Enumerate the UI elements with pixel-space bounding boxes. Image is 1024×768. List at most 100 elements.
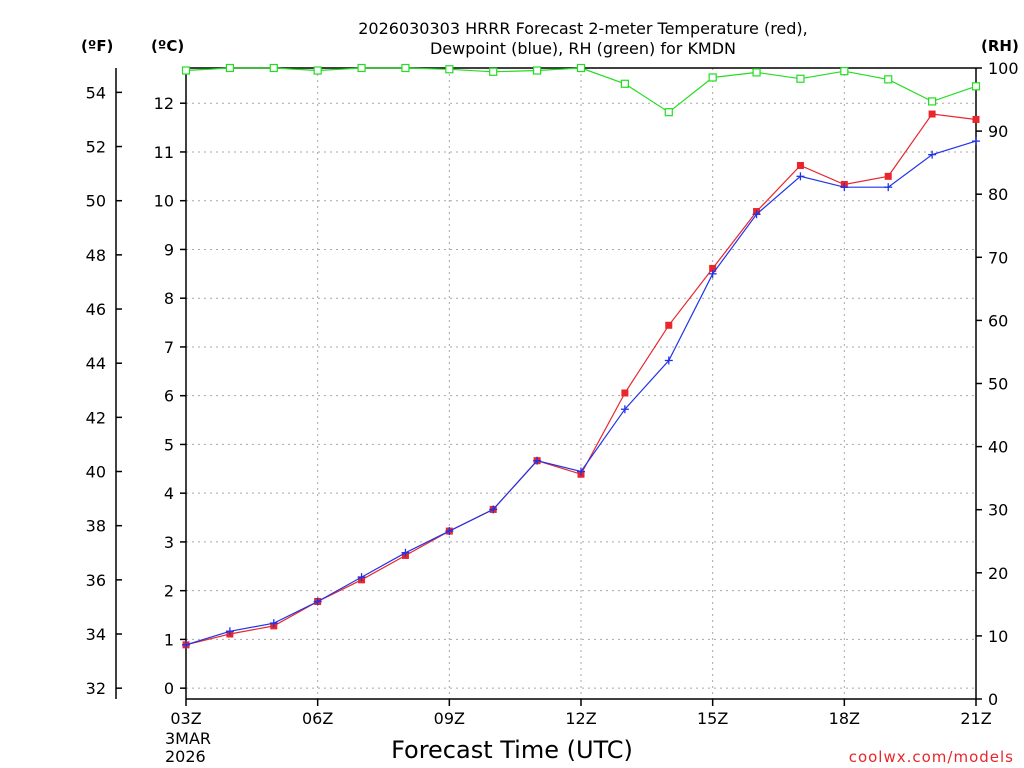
dewpoint-point <box>182 640 190 649</box>
rh-tick-label: 0 <box>988 690 998 709</box>
rh-point <box>489 67 498 76</box>
fahrenheit-tick-label: 40 <box>86 463 106 482</box>
x-tick-label: 21Z <box>960 709 991 728</box>
fahrenheit-tick-label: 42 <box>86 408 106 427</box>
dewpoint-point <box>664 356 673 365</box>
fahrenheit-tick-label: 52 <box>86 138 106 157</box>
rh-point <box>884 75 893 84</box>
unit-label-fahrenheit: (ºF) <box>81 37 113 55</box>
chart-title-line2: Dewpoint (blue), RH (green) for KMDN <box>430 39 736 58</box>
x-tick-label: 18Z <box>829 709 860 728</box>
temperature-point <box>796 161 804 169</box>
celsius-tick-label: 11 <box>154 143 174 162</box>
rh-point <box>620 79 629 88</box>
rh-point <box>181 66 191 75</box>
temperature-point <box>972 115 980 123</box>
dewpoint-point <box>752 210 761 219</box>
fahrenheit-tick-label: 46 <box>86 300 106 319</box>
rh-point <box>752 68 761 77</box>
rh-point <box>357 63 366 73</box>
dewpoint-point <box>357 573 366 582</box>
rh-tick-label: 90 <box>988 122 1008 141</box>
x-tick-label: 06Z <box>302 709 333 728</box>
rh-point <box>445 65 454 74</box>
grid-lines <box>186 68 976 699</box>
rh-tick-label: 20 <box>988 564 1008 583</box>
fahrenheit-tick-label: 36 <box>86 571 106 590</box>
temperature-line <box>185 113 977 646</box>
dewpoint-point <box>313 597 322 606</box>
rh-tick-label: 10 <box>988 627 1008 646</box>
rh-tick-label: 60 <box>988 311 1008 330</box>
rh-point <box>664 108 673 117</box>
rh-point <box>840 67 849 76</box>
dewpoint-point <box>620 405 629 414</box>
rh-point <box>708 73 717 82</box>
rh-tick-label: 40 <box>988 438 1008 457</box>
rh-point <box>796 74 805 83</box>
fahrenheit-tick-label: 32 <box>86 679 106 698</box>
fahrenheit-tick-label: 54 <box>86 83 106 102</box>
celsius-tick-label: 3 <box>164 533 174 552</box>
dewpoint-point <box>269 619 278 628</box>
dewpoint-point <box>577 467 585 476</box>
fahrenheit-tick-label: 44 <box>86 354 106 373</box>
fahrenheit-tick-label: 34 <box>86 625 106 644</box>
dewpoint-point <box>445 527 454 536</box>
rh-point <box>401 63 410 73</box>
celsius-tick-label: 8 <box>164 289 174 308</box>
dewpoint-point <box>401 548 410 557</box>
credit-text: coolwx.com/models <box>849 748 1014 766</box>
celsius-tick-label: 12 <box>154 94 174 113</box>
unit-label-rh: (RH) <box>981 37 1019 55</box>
rh-point <box>225 63 234 73</box>
rh-point <box>269 63 278 73</box>
dewpoint-point <box>708 269 717 278</box>
rh-tick-label: 100 <box>988 59 1019 78</box>
dewpoint-point <box>884 183 893 192</box>
celsius-tick-label: 4 <box>164 484 174 503</box>
x-tick-label: 15Z <box>697 709 728 728</box>
rh-tick-label: 30 <box>988 501 1008 520</box>
celsius-tick-label: 2 <box>164 582 174 601</box>
fahrenheit-tick-label: 48 <box>86 246 106 265</box>
labels: 2026030303 HRRR Forecast 2-meter Tempera… <box>81 19 1019 766</box>
rh-point <box>313 66 322 75</box>
rh-point <box>576 63 586 73</box>
celsius-tick-label: 1 <box>164 630 174 649</box>
temperature-point <box>665 321 673 329</box>
x-tick-label: 03Z <box>170 709 201 728</box>
celsius-tick-label: 7 <box>164 338 174 357</box>
celsius-tick-label: 9 <box>164 240 174 259</box>
temperature-point <box>884 172 892 180</box>
dewpoint-point <box>489 505 498 514</box>
fahrenheit-tick-label: 38 <box>86 517 106 536</box>
x-axis-title: Forecast Time (UTC) <box>391 736 633 764</box>
rh-point <box>971 82 981 91</box>
celsius-tick-label: 0 <box>164 679 174 698</box>
dewpoint-point <box>928 150 937 159</box>
temperature-point <box>709 264 717 272</box>
celsius-tick-label: 6 <box>164 387 174 406</box>
rh-tick-label: 70 <box>988 248 1008 267</box>
axes: 3234363840424446485052540123456789101112… <box>86 59 1019 728</box>
rh-point <box>928 97 937 106</box>
dewpoint-point <box>796 172 805 181</box>
dewpoint-point <box>840 183 849 192</box>
rh-tick-label: 80 <box>988 185 1008 204</box>
dewpoint-point <box>533 456 542 465</box>
celsius-tick-label: 5 <box>164 435 174 454</box>
temperature-point <box>928 110 936 118</box>
date-label-year: 2026 <box>165 747 206 766</box>
x-tick-label: 12Z <box>565 709 596 728</box>
dewpoint-point <box>972 137 980 146</box>
fahrenheit-tick-label: 50 <box>86 192 106 211</box>
rh-tick-label: 50 <box>988 375 1008 394</box>
series <box>181 63 981 649</box>
celsius-tick-label: 10 <box>154 192 174 211</box>
x-tick-label: 09Z <box>434 709 465 728</box>
rh-point <box>533 66 542 75</box>
dewpoint-point <box>225 627 234 636</box>
unit-label-celsius: (ºC) <box>151 37 184 55</box>
